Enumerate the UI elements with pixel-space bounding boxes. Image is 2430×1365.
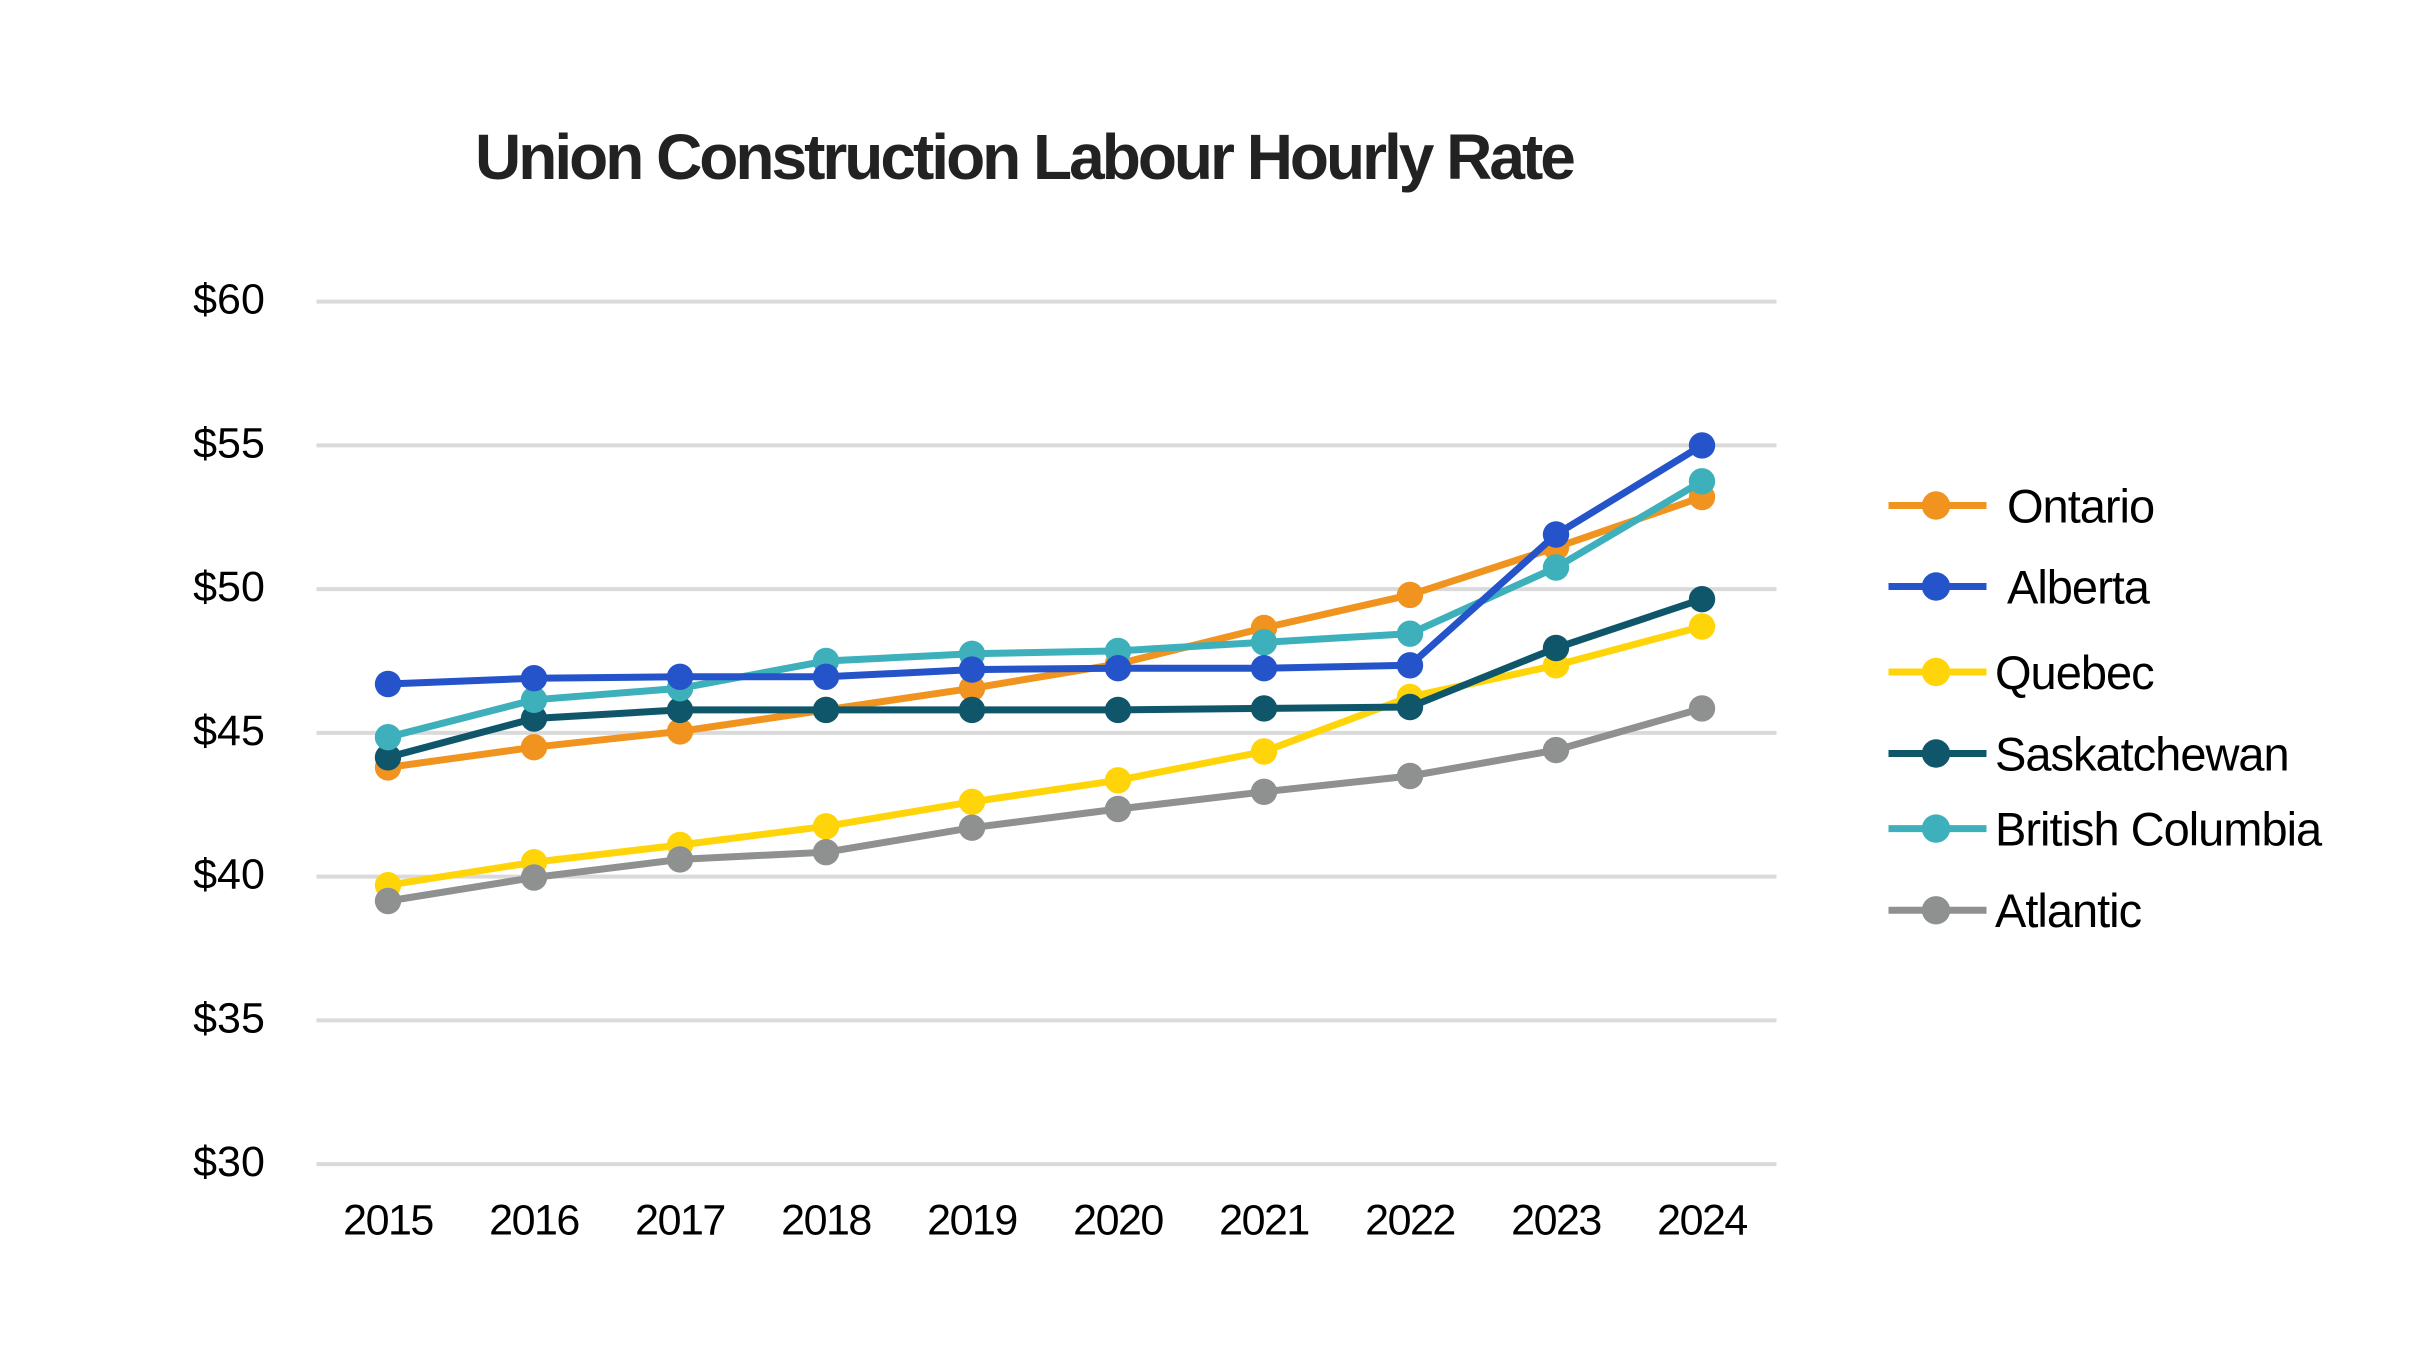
svg-text:Alberta: Alberta (2007, 560, 2151, 613)
svg-text:2019: 2019 (927, 1197, 1017, 1245)
svg-text:2020: 2020 (1073, 1197, 1163, 1245)
svg-text:$55: $55 (193, 419, 265, 467)
svg-text:2017: 2017 (635, 1197, 725, 1245)
svg-text:2021: 2021 (1219, 1197, 1309, 1245)
svg-text:2022: 2022 (1365, 1197, 1455, 1245)
svg-text:2023: 2023 (1511, 1197, 1601, 1245)
svg-text:$40: $40 (193, 851, 265, 899)
svg-text:British Columbia: British Columbia (1995, 802, 2323, 855)
svg-text:2016: 2016 (489, 1197, 579, 1245)
svg-text:$35: $35 (193, 994, 265, 1042)
svg-text:Quebec: Quebec (1995, 646, 2154, 699)
svg-text:2015: 2015 (343, 1197, 433, 1245)
svg-text:$45: $45 (193, 707, 265, 755)
svg-text:Ontario: Ontario (2007, 479, 2154, 532)
svg-text:Union Construction Labour Hour: Union Construction Labour Hourly Rate (475, 121, 1574, 193)
svg-text:2024: 2024 (1657, 1197, 1747, 1245)
svg-text:Saskatchewan: Saskatchewan (1995, 727, 2289, 780)
svg-text:$30: $30 (193, 1138, 265, 1186)
svg-text:2018: 2018 (781, 1197, 871, 1245)
svg-text:Atlantic: Atlantic (1995, 884, 2142, 937)
svg-text:$60: $60 (193, 276, 265, 324)
svg-text:$50: $50 (193, 563, 265, 611)
